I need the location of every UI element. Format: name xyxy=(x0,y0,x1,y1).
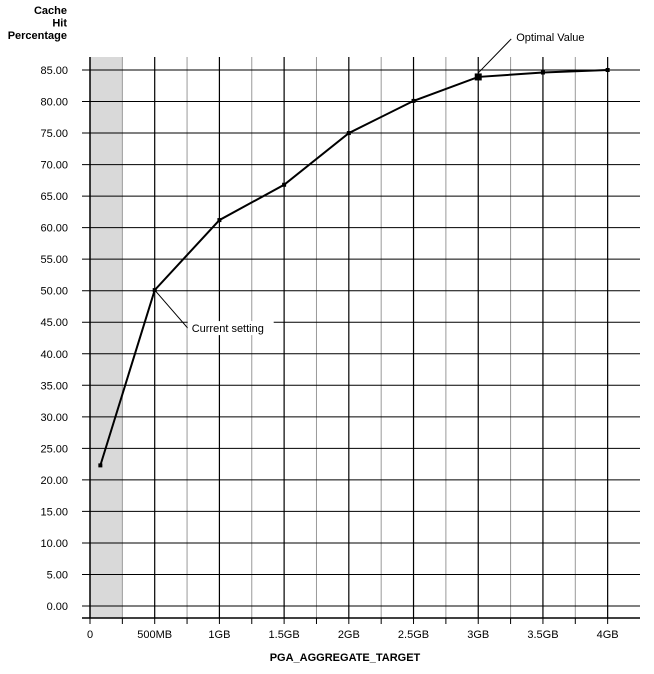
data-point xyxy=(411,98,416,103)
y-tick-label: 60.00 xyxy=(40,223,68,235)
current-setting-label-bg xyxy=(187,321,274,336)
data-point xyxy=(282,182,287,187)
y-tick-label: 50.00 xyxy=(40,286,68,298)
x-tick-label: 2GB xyxy=(338,629,360,641)
y-tick-label: 85.00 xyxy=(40,65,68,77)
x-tick-label: 3GB xyxy=(467,629,489,641)
data-point xyxy=(217,218,222,223)
optimal-value-leader xyxy=(477,38,512,74)
y-tick-label: 0.00 xyxy=(47,601,68,613)
y-tick-label: 25.00 xyxy=(40,443,68,455)
y-tick-label: 80.00 xyxy=(40,97,68,109)
y-tick-label: 15.00 xyxy=(40,506,68,518)
y-tick-label: 20.00 xyxy=(40,475,68,487)
x-axis-title: PGA_AGGREGATE_TARGET xyxy=(270,652,421,664)
optimal-value-label-bg xyxy=(513,29,596,45)
y-tick-label: 10.00 xyxy=(40,538,68,550)
optimal-value-marker xyxy=(474,73,482,81)
y-tick-label: 40.00 xyxy=(40,349,68,361)
shaded-region xyxy=(90,57,123,618)
current-setting-label: Current setting xyxy=(192,323,264,335)
data-point xyxy=(346,131,351,136)
y-tick-label: 30.00 xyxy=(40,412,68,424)
data-point xyxy=(605,68,610,72)
y-tick-label: 55.00 xyxy=(40,254,68,266)
x-tick-label: 4GB xyxy=(597,629,619,641)
data-point xyxy=(540,70,545,75)
y-axis-title-line: Cache xyxy=(34,5,67,17)
x-tick-label: 500MB xyxy=(137,629,172,641)
x-tick-label: 2.5GB xyxy=(398,629,429,641)
y-tick-label: 75.00 xyxy=(40,128,68,140)
y-tick-label: 5.00 xyxy=(47,569,68,581)
x-tick-label: 1GB xyxy=(208,629,230,641)
optimal-value-label: Optimal Value xyxy=(516,32,584,44)
x-tick-label: 1.5GB xyxy=(269,629,300,641)
y-axis-title-line: Hit xyxy=(52,18,67,30)
y-tick-label: 70.00 xyxy=(40,160,68,172)
y-tick-label: 45.00 xyxy=(40,317,68,329)
data-point xyxy=(98,463,103,468)
series-line xyxy=(99,69,608,466)
y-tick-label: 35.00 xyxy=(40,380,68,392)
x-tick-label: 3.5GB xyxy=(527,629,558,641)
y-tick-label: 65.00 xyxy=(40,191,68,203)
x-tick-label: 0 xyxy=(87,629,93,641)
y-axis-title-line: Percentage xyxy=(8,30,67,42)
current-setting-leader xyxy=(154,289,189,329)
